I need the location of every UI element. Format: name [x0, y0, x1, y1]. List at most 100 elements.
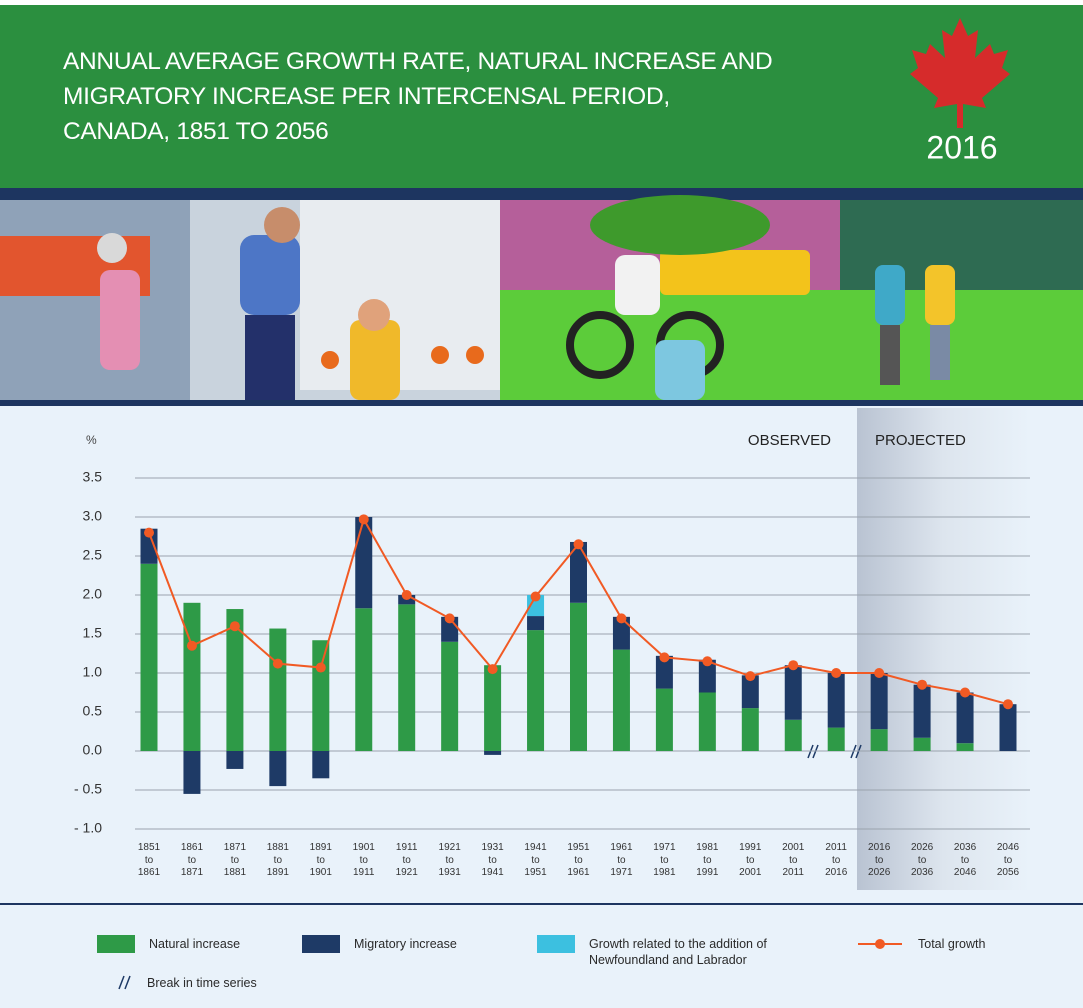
legend-swatch — [875, 939, 885, 949]
header-rule — [0, 188, 1083, 200]
total-point — [144, 527, 154, 538]
bar — [226, 609, 244, 751]
bar — [398, 604, 416, 751]
x-tick-label: 1921 to 1931 — [438, 842, 461, 878]
total-point — [229, 621, 240, 632]
x-tick-label: 1991 to 2001 — [739, 842, 762, 878]
total-point — [444, 613, 455, 624]
y-tick-label: - 1.0 — [74, 820, 102, 836]
bar — [355, 517, 373, 609]
y-tick-label: 1.0 — [83, 664, 103, 680]
x-tick-label: 1911 to 1921 — [395, 842, 418, 878]
bar — [269, 751, 287, 787]
x-tick-label: 1981 to 1991 — [696, 842, 719, 878]
total-point — [616, 613, 627, 624]
bar — [827, 673, 845, 728]
bar — [140, 528, 158, 564]
x-tick-label: 1891 to 1901 — [309, 842, 332, 878]
x-tick-label: 1861 to 1871 — [180, 842, 204, 878]
bar — [484, 751, 502, 755]
total-point — [573, 539, 584, 550]
y-axis-label: % — [86, 433, 97, 447]
y-tick-label: - 0.5 — [74, 781, 102, 797]
bar — [612, 649, 630, 751]
maple-leaf — [910, 18, 1010, 128]
bar — [870, 729, 888, 751]
y-tick-label: 3.0 — [83, 508, 103, 524]
total-point — [831, 668, 842, 678]
bar — [698, 692, 716, 751]
bar — [870, 673, 888, 730]
total-point — [487, 664, 498, 675]
x-tick-label: 1871 to 1881 — [223, 842, 247, 878]
total-point — [272, 658, 283, 669]
total-point — [702, 656, 713, 667]
bar — [183, 751, 201, 794]
x-tick-label: 2026 to 2036 — [910, 842, 934, 878]
bar — [527, 616, 545, 631]
logo-year: 2016 — [926, 129, 997, 165]
bar — [226, 751, 244, 769]
total-point — [874, 668, 885, 678]
x-tick-label: 1931 to 1941 — [481, 842, 504, 878]
total-point — [315, 662, 326, 673]
bar — [484, 665, 502, 751]
y-tick-label: 0.5 — [83, 703, 103, 719]
legend-swatch — [302, 935, 340, 953]
legend-swatch — [97, 935, 135, 953]
bar — [784, 719, 802, 751]
bar — [527, 630, 545, 751]
legend-label: Migratory increase — [354, 937, 457, 951]
chart-title: ANNUAL AVERAGE GROWTH RATE, NATURAL INCR… — [63, 48, 773, 145]
bar — [698, 659, 716, 693]
y-tick-label: 1.5 — [83, 625, 103, 641]
bar — [913, 684, 931, 738]
x-tick-label: 1881 to 1891 — [266, 842, 289, 878]
y-tick-label: 3.5 — [83, 469, 103, 485]
x-tick-label: 2016 to 2026 — [868, 842, 891, 878]
x-tick-label: 1971 to 1981 — [653, 842, 676, 878]
x-tick-label: 2046 to 2056 — [996, 842, 1020, 878]
top-strip — [0, 0, 1083, 5]
bar — [913, 737, 931, 751]
bar — [655, 688, 673, 751]
bar — [140, 563, 158, 751]
total-point — [186, 640, 197, 651]
legend-label: Growth related to the addition of Newfou… — [589, 937, 767, 967]
x-tick-label: 1851 to 1861 — [137, 842, 161, 878]
legend-swatch — [537, 935, 575, 953]
bar — [312, 751, 330, 779]
total-point — [788, 660, 799, 671]
x-tick-label: 2011 to 2016 — [825, 842, 848, 878]
bar — [999, 704, 1017, 751]
bar — [527, 595, 545, 617]
legend-rule — [0, 903, 1083, 905]
total-point — [960, 687, 971, 698]
y-tick-label: 2.0 — [83, 586, 103, 602]
band-rule — [0, 400, 1083, 406]
total-point — [745, 671, 756, 682]
bar — [570, 602, 587, 751]
total-point — [659, 652, 670, 663]
bar — [183, 602, 201, 751]
total-point — [1003, 699, 1013, 710]
bar — [570, 541, 587, 603]
header — [0, 5, 1083, 188]
break-label: Break in time series — [147, 976, 257, 990]
y-tick-label: 2.5 — [83, 547, 103, 563]
x-tick-label: 1901 to 1911 — [352, 842, 375, 878]
projected-label: PROJECTED — [875, 432, 966, 449]
total-point — [530, 591, 541, 602]
illustration — [0, 195, 1083, 400]
x-tick-label: 1941 to 1951 — [524, 842, 547, 878]
bar — [355, 608, 373, 751]
total-point — [358, 514, 369, 525]
observed-label: OBSERVED — [748, 432, 831, 449]
y-tick-label: 0.0 — [83, 742, 103, 758]
bar — [956, 692, 974, 744]
x-tick-label: 1961 to 1971 — [610, 842, 633, 878]
x-tick-label: 1951 to 1961 — [567, 842, 590, 878]
bar — [827, 727, 845, 751]
